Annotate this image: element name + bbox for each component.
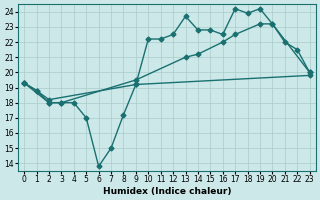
X-axis label: Humidex (Indice chaleur): Humidex (Indice chaleur) [103, 187, 231, 196]
